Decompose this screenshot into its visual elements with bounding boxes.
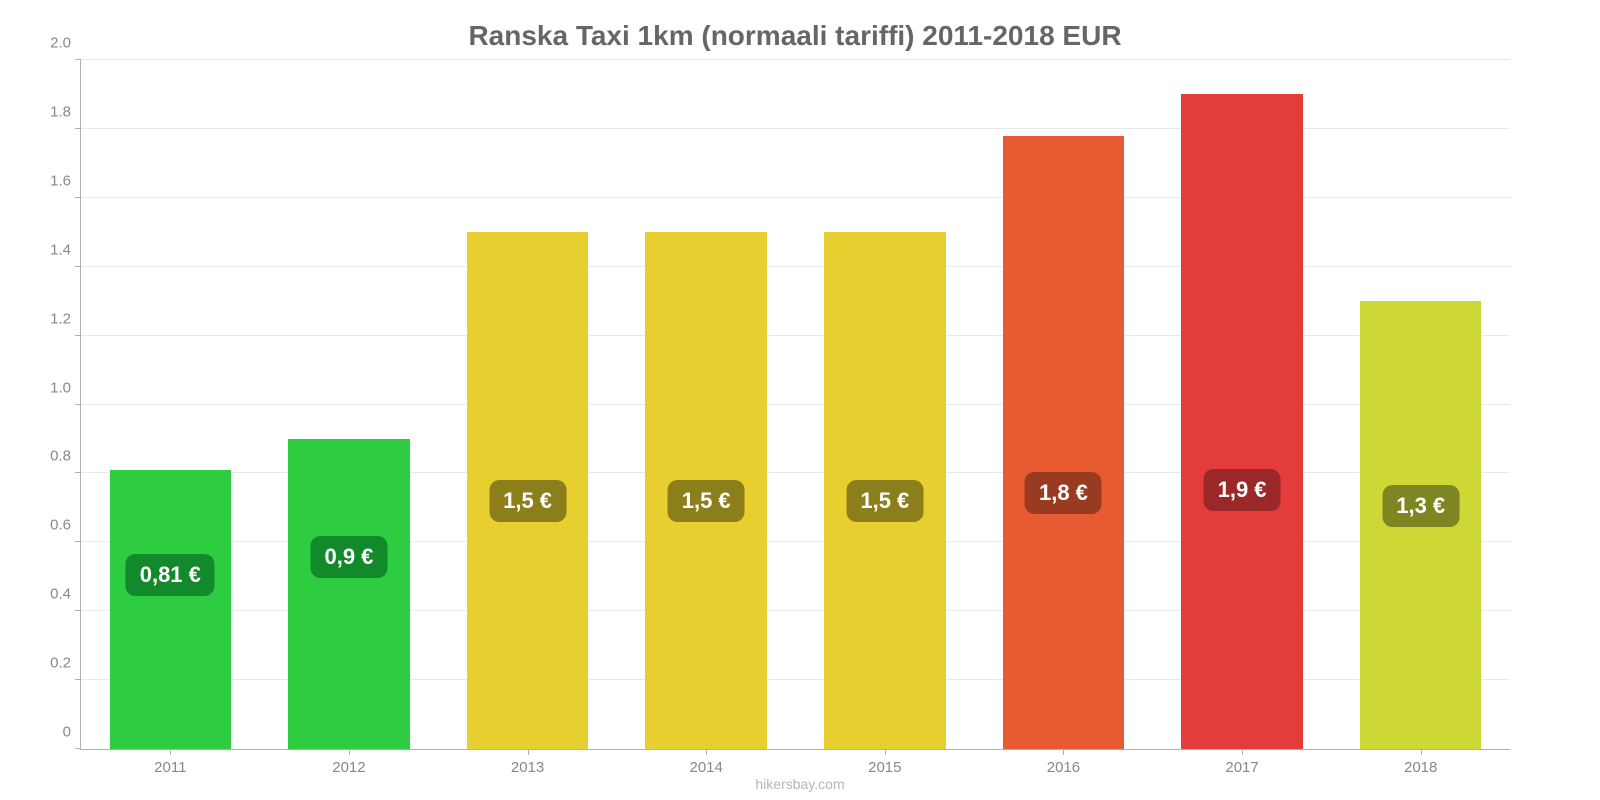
bar-slot: 20110,81 € <box>81 60 260 749</box>
ytick-label: 1.6 <box>50 172 81 189</box>
bar-slot: 20131,5 € <box>438 60 617 749</box>
bar-slot: 20141,5 € <box>617 60 796 749</box>
bar-slot: 20161,8 € <box>974 60 1153 749</box>
ytick-label: 0 <box>63 724 81 741</box>
value-badge: 1,9 € <box>1204 469 1281 511</box>
ytick-label: 1.0 <box>50 379 81 396</box>
ytick-label: 2.0 <box>50 35 81 52</box>
xtick-label: 2012 <box>332 749 365 776</box>
value-badge: 1,5 € <box>668 480 745 522</box>
value-badge: 0,9 € <box>310 536 387 578</box>
ytick-label: 1.8 <box>50 103 81 120</box>
bar-slot: 20120,9 € <box>260 60 439 749</box>
bar <box>110 470 231 749</box>
bar <box>1181 94 1302 749</box>
xtick-label: 2014 <box>690 749 723 776</box>
bar <box>1003 136 1124 749</box>
chart-container: Ranska Taxi 1km (normaali tariffi) 2011-… <box>0 0 1600 800</box>
chart-title: Ranska Taxi 1km (normaali tariffi) 2011-… <box>80 20 1510 52</box>
xtick-label: 2015 <box>868 749 901 776</box>
bar-slot: 20181,3 € <box>1331 60 1510 749</box>
bar <box>288 439 409 749</box>
plot-area: 20110,81 €20120,9 €20131,5 €20141,5 €201… <box>80 60 1510 750</box>
value-badge: 0,81 € <box>126 554 215 596</box>
xtick-label: 2011 <box>154 749 186 776</box>
ytick-label: 1.4 <box>50 241 81 258</box>
attribution-text: hikersbay.com <box>755 776 844 792</box>
xtick-label: 2018 <box>1404 749 1437 776</box>
value-badge: 1,3 € <box>1382 485 1459 527</box>
bar-slot: 20171,9 € <box>1153 60 1332 749</box>
value-badge: 1,5 € <box>846 480 923 522</box>
bar-slot: 20151,5 € <box>796 60 975 749</box>
value-badge: 1,5 € <box>489 480 566 522</box>
ytick-label: 0.6 <box>50 517 81 534</box>
xtick-label: 2013 <box>511 749 544 776</box>
xtick-label: 2016 <box>1047 749 1080 776</box>
bars-row: 20110,81 €20120,9 €20131,5 €20141,5 €201… <box>81 60 1510 749</box>
xtick-label: 2017 <box>1225 749 1258 776</box>
value-badge: 1,8 € <box>1025 472 1102 514</box>
ytick-label: 0.2 <box>50 655 81 672</box>
ytick-label: 1.2 <box>50 310 81 327</box>
ytick-label: 0.4 <box>50 586 81 603</box>
ytick-label: 0.8 <box>50 448 81 465</box>
